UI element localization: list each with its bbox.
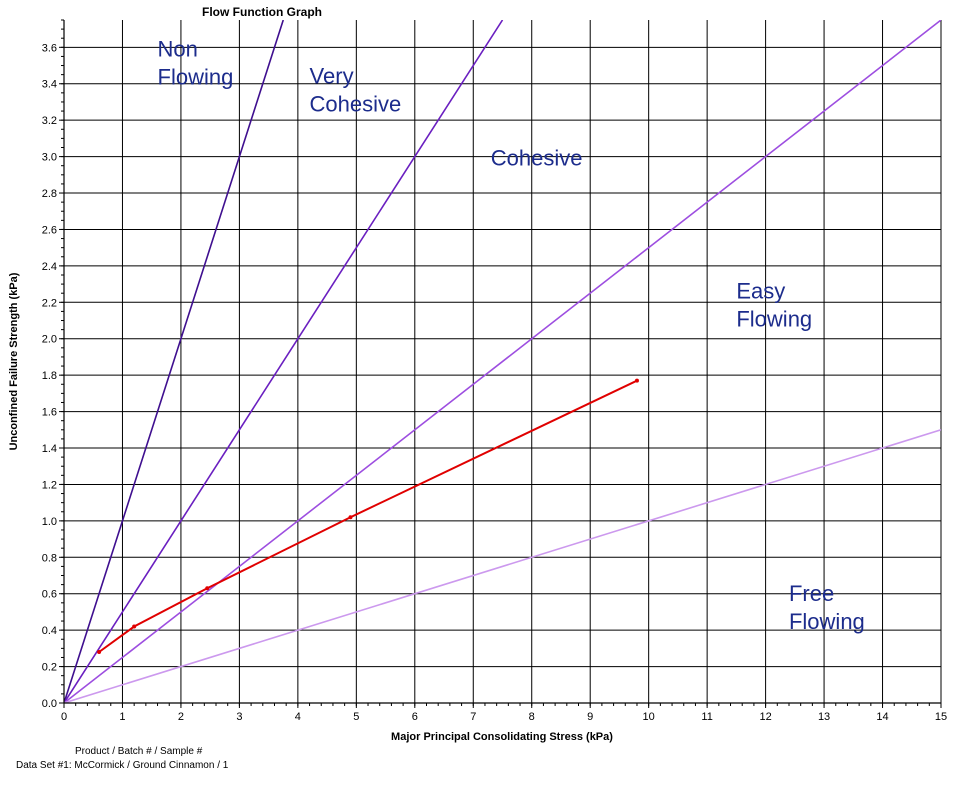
grid-lines xyxy=(64,20,942,703)
x-axis-label: Major Principal Consolidating Stress (kP… xyxy=(391,731,613,743)
y-tick-label: 0.4 xyxy=(42,625,57,637)
region-label: Easy Flowing xyxy=(736,279,812,332)
region-label: Very Cohesive xyxy=(310,64,402,117)
y-tick-label: 0.2 xyxy=(42,662,57,674)
footer-dataset-label: Data Set #1: McCormick / Ground Cinnamon… xyxy=(16,760,229,771)
region-labels: Non Flowing Very Cohesive Cohesive Easy Flowin… xyxy=(158,36,865,634)
region-label-line: Cohesive xyxy=(310,92,402,117)
y-tick-label: 2.8 xyxy=(42,188,57,200)
x-tick-label: 3 xyxy=(236,711,242,723)
region-label-line: Free xyxy=(789,581,834,606)
x-tick-label: 11 xyxy=(701,711,712,723)
x-tick-label: 9 xyxy=(587,711,593,723)
x-tick-label: 6 xyxy=(412,711,418,723)
region-label-line: Easy xyxy=(736,279,785,304)
x-tick-label: 15 xyxy=(935,711,947,723)
x-tick-label: 12 xyxy=(759,711,771,723)
x-tick-label: 4 xyxy=(295,711,301,723)
y-tick-label: 1.0 xyxy=(42,516,57,528)
y-tick-label: 1.4 xyxy=(42,443,57,455)
y-tick-label: 0.6 xyxy=(42,589,57,601)
series-point xyxy=(205,586,210,591)
x-tick-label: 8 xyxy=(529,711,535,723)
region-label-line: Flowing xyxy=(158,64,234,89)
y-tick-label: 1.2 xyxy=(42,479,57,491)
x-tick-label: 7 xyxy=(470,711,476,723)
flow-boundary-line xyxy=(64,20,941,703)
x-tick-label: 1 xyxy=(119,711,125,723)
region-label: Cohesive xyxy=(491,146,583,171)
y-tick-label: 2.4 xyxy=(42,261,57,273)
x-tick-label: 2 xyxy=(178,711,184,723)
y-tick-label: 1.8 xyxy=(42,370,57,382)
footer-legend-header: Product / Batch # / Sample # xyxy=(75,746,203,757)
x-tick-label: 13 xyxy=(818,711,830,723)
series-point xyxy=(348,515,353,520)
series-point xyxy=(97,650,102,655)
y-tick-label: 3.6 xyxy=(42,42,57,54)
series-point xyxy=(634,378,639,383)
y-tick-label: 3.2 xyxy=(42,115,57,127)
region-label-line: Flowing xyxy=(736,307,812,332)
chart-title: Flow Function Graph xyxy=(202,5,322,19)
region-label: Free Flowing xyxy=(789,581,865,634)
x-tick-label: 10 xyxy=(643,711,655,723)
y-tick-label: 0.8 xyxy=(42,552,57,564)
y-tick-label: 2.0 xyxy=(42,334,57,346)
y-tick-label: 0.0 xyxy=(42,698,57,710)
region-label-line: Very xyxy=(310,64,354,89)
y-tick-label: 3.0 xyxy=(42,152,57,164)
y-tick-label: 3.4 xyxy=(42,79,57,91)
y-tick-label: 2.6 xyxy=(42,224,57,236)
flow-boundary-line xyxy=(64,20,504,703)
region-label-line: Flowing xyxy=(789,609,865,634)
region-label: Non Flowing xyxy=(158,36,234,89)
flow-boundary-line xyxy=(64,429,941,703)
x-tick-label: 5 xyxy=(353,711,359,723)
y-tick-labels: 0.0 0.2 0.4 0.6 0.8 1.0 1.2 1.4 1.6 1.8 2.0 2.2 2.4 2… xyxy=(42,42,64,710)
region-label-line: Non xyxy=(158,36,198,61)
y-tick-label: 2.2 xyxy=(42,297,57,309)
flow-boundary-line xyxy=(64,20,285,703)
x-tick-label: 14 xyxy=(876,711,888,723)
x-tick-label: 0 xyxy=(61,711,67,723)
y-tick-label: 1.6 xyxy=(42,407,57,419)
x-tick-labels: 0 1 2 3 4 5 6 7 8 9 10 11 12 13 14 15 xyxy=(61,703,947,723)
region-label-line: Cohesive xyxy=(491,146,583,171)
boundary-lines xyxy=(64,20,941,703)
y-axis-label: Unconfined Failure Strength (kPa) xyxy=(8,272,20,450)
series-point xyxy=(132,624,137,629)
data-series xyxy=(97,378,639,655)
